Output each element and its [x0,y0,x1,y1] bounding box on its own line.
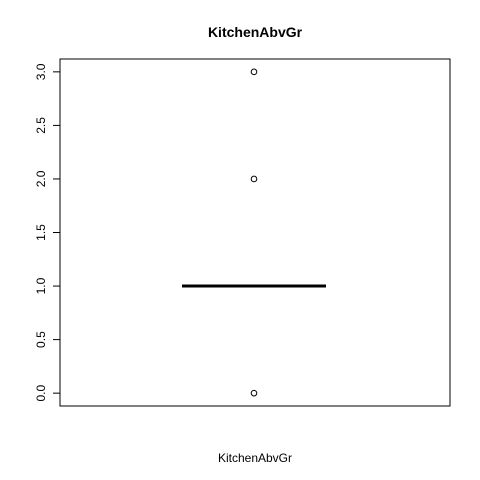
y-axis: 0.0 0.5 1.0 1.5 2.0 2.5 3.0 [34,63,61,401]
y-tick-label: 1.5 [34,224,48,241]
outlier-point [250,389,258,397]
chart-title: KitchenAbvGr [208,24,303,40]
y-tick-label: 2.5 [34,117,48,134]
plot-frame [59,58,451,407]
y-tick-label: 1.0 [34,277,48,294]
x-axis-label: KitchenAbvGr [218,451,292,465]
outlier-point [250,68,258,76]
y-tick-label: 0.0 [34,384,48,401]
y-tick-label: 2.0 [34,170,48,187]
outlier-point [250,175,258,183]
outliers-group [250,68,258,397]
y-tick-label: 3.0 [34,63,48,80]
y-tick-label: 0.5 [34,331,48,348]
